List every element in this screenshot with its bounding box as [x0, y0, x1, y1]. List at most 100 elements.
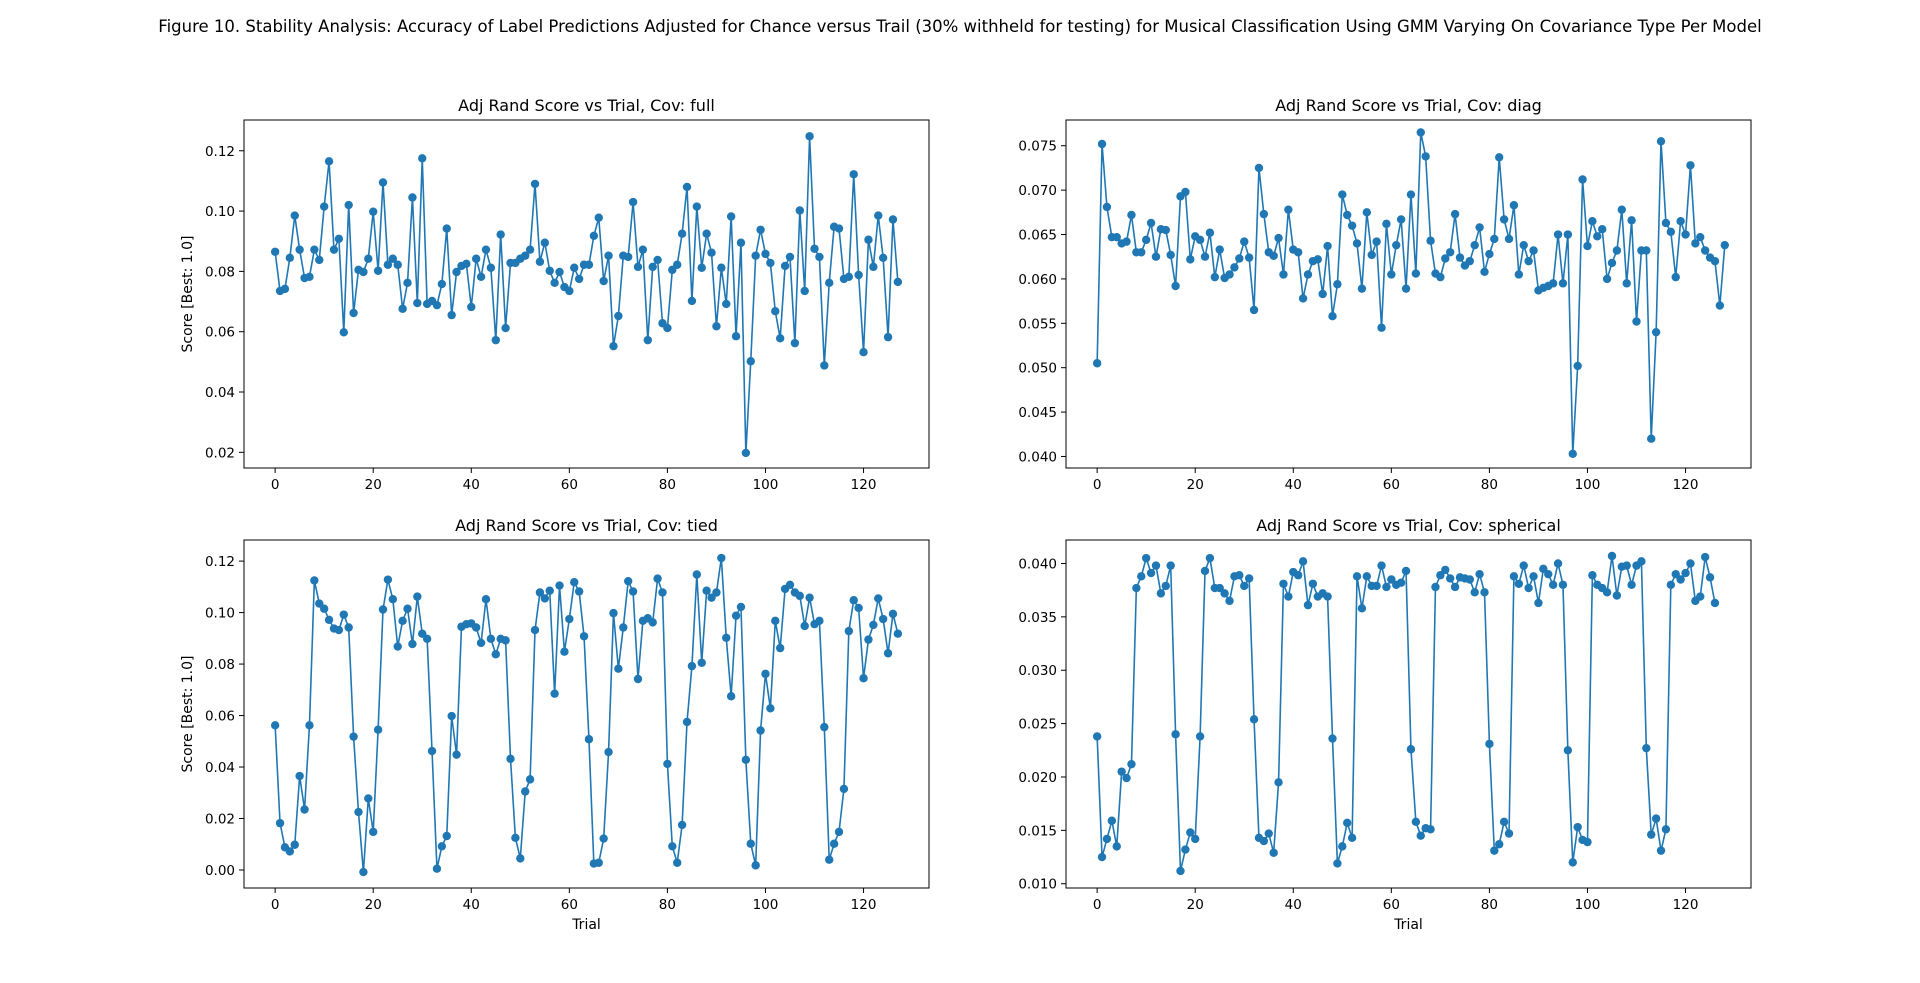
data-point — [1499, 215, 1509, 224]
data-point — [1357, 604, 1367, 613]
data-point — [565, 286, 574, 296]
data-point — [349, 308, 358, 318]
data-point — [1166, 561, 1175, 570]
data-point — [270, 247, 280, 256]
data-point — [1377, 323, 1386, 332]
data-point — [1146, 568, 1156, 578]
data-point — [1475, 569, 1484, 579]
data-point — [1661, 218, 1671, 228]
subplot-spherical: Adj Rand Score vs Trial, Cov: spherical 0… — [1018, 516, 1752, 933]
data-point — [1441, 254, 1450, 263]
data-point — [1161, 581, 1170, 591]
data-point — [521, 787, 530, 796]
axes-frame — [1065, 119, 1752, 469]
data-point — [467, 302, 476, 312]
data-point — [1681, 230, 1690, 239]
data-point — [1534, 598, 1543, 608]
data-point — [1171, 281, 1180, 291]
data-point — [403, 278, 412, 288]
subplot-diag: Adj Rand Score vs Trial, Cov: diag 0 20 40 6… — [1018, 96, 1752, 493]
data-point — [447, 711, 456, 721]
x-tick-label: 60 — [1383, 897, 1400, 913]
data-point — [452, 267, 461, 277]
data-point — [1181, 845, 1190, 854]
data-point — [609, 608, 618, 618]
data-point — [1558, 279, 1568, 288]
data-point — [869, 262, 878, 272]
y-tick-label: 0.06 — [205, 709, 235, 725]
data-point — [1161, 225, 1170, 235]
data-point — [869, 620, 878, 630]
data-point — [707, 248, 716, 257]
data-point — [471, 623, 481, 632]
data-point — [1191, 834, 1200, 844]
data-point — [1264, 829, 1273, 838]
data-point — [712, 322, 721, 331]
y-tick-label: 0.010 — [1018, 877, 1057, 893]
data-point — [1249, 715, 1259, 724]
x-tick-label: 100 — [1575, 477, 1601, 493]
data-point — [1470, 240, 1479, 250]
data-point — [1651, 814, 1661, 823]
data-point — [702, 586, 711, 595]
data-point — [1092, 732, 1102, 741]
data-point — [476, 638, 486, 648]
data-point — [628, 197, 638, 207]
data-point — [305, 721, 314, 730]
data-point — [1445, 248, 1455, 257]
data-point — [874, 211, 883, 220]
data-point — [614, 311, 623, 321]
data-point — [1200, 252, 1210, 261]
data-point — [825, 278, 834, 288]
data-point — [589, 231, 599, 240]
data-point — [1102, 202, 1112, 212]
data-point — [633, 674, 643, 684]
y-tick-label: 0.02 — [205, 812, 235, 828]
data-point — [1387, 575, 1396, 584]
data-point — [726, 692, 736, 701]
data-point — [1700, 246, 1710, 255]
data-point — [854, 270, 863, 280]
data-point — [1514, 579, 1524, 588]
y-tick-label: 0.10 — [205, 204, 235, 220]
data-point — [1490, 846, 1499, 855]
data-point — [697, 263, 706, 272]
data-point — [1607, 258, 1617, 268]
data-point — [1333, 859, 1342, 868]
data-point — [359, 267, 368, 277]
data-point — [437, 842, 447, 851]
data-point — [1627, 580, 1636, 590]
data-point — [761, 669, 770, 679]
y-tick-label: 0.040 — [1018, 449, 1057, 465]
data-point — [1622, 561, 1631, 570]
data-point — [893, 629, 903, 638]
x-tick-label: 100 — [1575, 897, 1601, 913]
x-tick-label: 60 — [1383, 477, 1400, 493]
data-point — [1509, 572, 1519, 581]
y-tick-label: 0.12 — [205, 554, 235, 570]
data-point — [1519, 561, 1528, 570]
data-point — [1465, 256, 1474, 266]
data-point — [859, 674, 868, 683]
data-point — [849, 170, 858, 179]
data-point — [1396, 215, 1406, 224]
data-point — [305, 272, 314, 282]
data-point — [1171, 730, 1180, 739]
data-point — [839, 784, 849, 794]
data-point — [1279, 270, 1288, 279]
data-point — [1352, 239, 1362, 248]
data-point — [1612, 246, 1622, 255]
data-point — [1495, 840, 1504, 849]
data-point — [516, 854, 525, 863]
data-point — [1617, 205, 1627, 214]
data-point — [1372, 581, 1381, 591]
figure-title: Figure 10. Stability Analysis: Accuracy … — [158, 17, 1761, 36]
data-point — [1691, 239, 1700, 248]
data-point — [442, 224, 451, 233]
data-point — [614, 664, 623, 673]
subplot-title: Adj Rand Score vs Trial, Cov: tied — [455, 516, 718, 535]
data-point — [623, 576, 633, 586]
data-point — [550, 689, 559, 698]
data-point — [1720, 240, 1729, 250]
data-point — [1573, 361, 1582, 371]
